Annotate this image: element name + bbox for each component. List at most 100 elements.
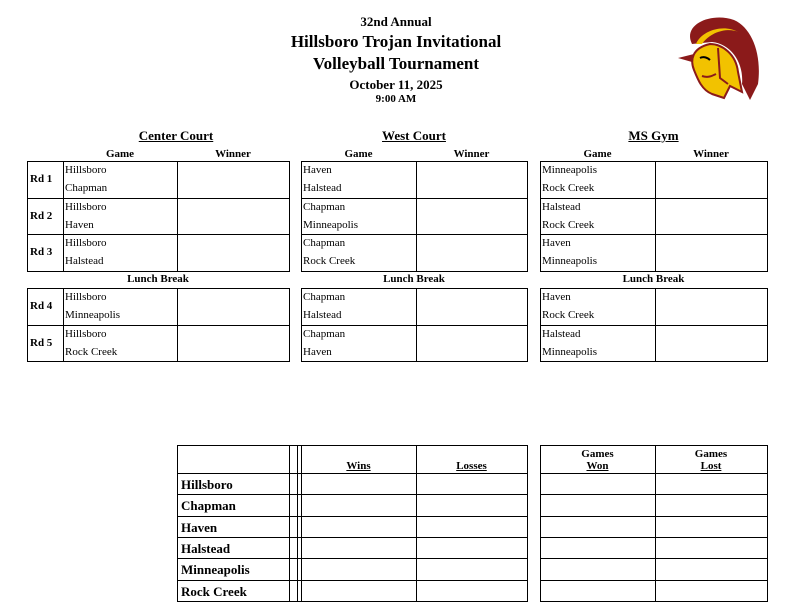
team-name: Minneapolis — [542, 164, 597, 176]
winner-field[interactable] — [656, 326, 766, 361]
bracket-grid — [27, 161, 290, 272]
court-center: Center Court Game Winner — [27, 128, 289, 160]
divider — [540, 234, 767, 235]
team-name: Halstead — [303, 309, 342, 321]
losses-header: Losses — [456, 460, 487, 472]
divider — [177, 515, 527, 517]
winner-field[interactable] — [178, 326, 288, 361]
winner-field[interactable] — [656, 235, 766, 270]
losses-field[interactable] — [417, 517, 527, 537]
divider — [297, 445, 298, 601]
standings-team: Minneapolis — [181, 562, 250, 578]
lunch-break: Lunch Break — [383, 273, 445, 285]
title-line1: Hillsboro Trojan Invitational — [290, 32, 502, 51]
wins-field[interactable] — [302, 474, 416, 494]
winner-field[interactable] — [417, 235, 526, 270]
round-label: Rd 4 — [30, 300, 53, 312]
wins-field[interactable] — [302, 538, 416, 558]
games-lost-field[interactable] — [656, 559, 767, 579]
divider — [27, 324, 289, 326]
divider — [177, 536, 527, 538]
losses-field[interactable] — [417, 538, 527, 558]
edition: 32nd Annual — [360, 14, 432, 29]
divider — [540, 197, 767, 199]
divider — [177, 161, 178, 271]
divider — [63, 161, 64, 271]
team-name: Haven — [542, 291, 571, 303]
winner-field[interactable] — [178, 199, 288, 234]
court-title: West Court — [382, 128, 446, 143]
divider — [540, 558, 767, 560]
games-won-field[interactable] — [541, 474, 655, 494]
team-name: Minneapolis — [542, 345, 597, 358]
wins-field[interactable] — [302, 559, 416, 579]
losses-field[interactable] — [417, 581, 527, 601]
time: 9:00 AM — [375, 93, 417, 105]
title-line2: Volleyball Tournament — [312, 54, 480, 73]
games-lost-field[interactable] — [656, 581, 767, 601]
lunch-break: Lunch Break — [622, 273, 685, 285]
games-won-header: Won — [586, 460, 609, 472]
winner-field[interactable] — [178, 162, 288, 197]
games-won-field[interactable] — [541, 495, 655, 515]
divider — [27, 234, 289, 235]
standings-team: Halstead — [181, 540, 231, 556]
divider — [655, 445, 656, 601]
wins-field[interactable] — [302, 581, 416, 601]
losses-field[interactable] — [417, 474, 527, 494]
team-name: Chapman — [303, 327, 346, 340]
divider — [301, 234, 527, 235]
losses-field[interactable] — [417, 495, 527, 515]
game-header: Game — [583, 148, 612, 160]
team-name: Rock Creek — [542, 218, 595, 231]
divider — [177, 579, 527, 581]
team-name: Haven — [65, 218, 94, 231]
wins-field[interactable] — [302, 495, 416, 515]
team-name: Hillsboro — [65, 291, 107, 303]
winner-field[interactable] — [417, 162, 526, 197]
trojan-head-logo — [678, 17, 759, 100]
team-name: Rock Creek — [65, 345, 118, 358]
divider — [540, 494, 767, 496]
team-name: Haven — [303, 164, 332, 176]
wins-field[interactable] — [302, 517, 416, 537]
team-name: Rock Creek — [542, 182, 595, 194]
court-title: MS Gym — [628, 128, 679, 143]
games-won-field[interactable] — [541, 581, 655, 601]
winner-header: Winner — [693, 148, 729, 160]
games-lost-field[interactable] — [656, 495, 767, 515]
games-won-field[interactable] — [541, 517, 655, 537]
team-name: Chapman — [303, 291, 346, 303]
team-name: Minneapolis — [65, 309, 120, 321]
winner-field[interactable] — [417, 289, 526, 324]
winner-field[interactable] — [417, 326, 526, 361]
divider — [655, 161, 656, 271]
team-name: Rock Creek — [542, 309, 595, 321]
team-name: Halstead — [542, 327, 581, 340]
games-won-field[interactable] — [541, 538, 655, 558]
games-lost-field[interactable] — [656, 517, 767, 537]
winner-field[interactable] — [417, 199, 526, 234]
winner-field[interactable] — [656, 199, 766, 234]
lunch-break: Lunch Break — [127, 273, 189, 285]
winner-field[interactable] — [178, 235, 288, 270]
team-name: Hillsboro — [65, 327, 107, 340]
games-won-field[interactable] — [541, 559, 655, 579]
games-lost-field[interactable] — [656, 474, 767, 494]
divider — [540, 536, 767, 538]
divider — [416, 161, 417, 271]
round-label: Rd 2 — [30, 209, 53, 222]
round-label: Rd 3 — [30, 246, 53, 258]
team-name: Halstead — [542, 200, 581, 213]
winner-field[interactable] — [656, 162, 766, 197]
date: October 11, 2025 — [349, 77, 443, 92]
games-lost-field[interactable] — [656, 538, 767, 558]
divider — [416, 445, 417, 601]
winner-field[interactable] — [656, 289, 766, 324]
divider — [540, 515, 767, 517]
losses-field[interactable] — [417, 559, 527, 579]
team-name: Halstead — [65, 255, 104, 267]
winner-field[interactable] — [178, 289, 288, 324]
team-name: Minneapolis — [303, 218, 358, 231]
